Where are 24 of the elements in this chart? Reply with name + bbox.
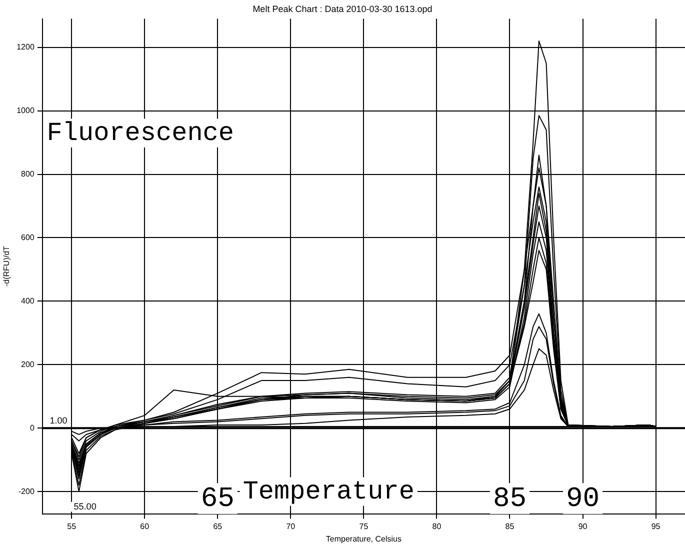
chart-title: Melt Peak Chart : Data 2010-03-30 1613.opd xyxy=(252,4,432,14)
y-tick-label: -200 xyxy=(18,486,35,496)
y-tick-label: 200 xyxy=(21,360,35,369)
y-tick-label: 1200 xyxy=(16,42,35,52)
x-tick-label: 60 xyxy=(140,522,150,531)
x-tick-label: 65 xyxy=(213,522,223,531)
y-axis-title: -d(RFU)/dT xyxy=(2,246,12,287)
annotation: 1.00 xyxy=(50,416,68,426)
annotation: 55.00 xyxy=(74,501,96,512)
x-tick-label: 95 xyxy=(651,522,661,531)
x-tick-label: 55 xyxy=(67,522,77,531)
x-tick-label: 90 xyxy=(578,522,588,531)
annotation: Fluorescence xyxy=(46,118,234,148)
x-tick-label: 70 xyxy=(286,522,296,531)
y-tick-label: 400 xyxy=(21,296,35,306)
annotation: Temperature xyxy=(242,476,414,506)
x-tick-label: 85 xyxy=(505,522,515,531)
x-axis-title: Temperature, Celsius xyxy=(326,534,402,544)
y-tick-label: 1000 xyxy=(16,106,35,116)
y-tick-label: 600 xyxy=(21,232,35,242)
y-tick-label: 800 xyxy=(21,169,35,178)
y-tick-label: 0 xyxy=(30,423,35,432)
x-tick-label: 80 xyxy=(432,522,442,531)
x-tick-label: 75 xyxy=(359,522,369,531)
